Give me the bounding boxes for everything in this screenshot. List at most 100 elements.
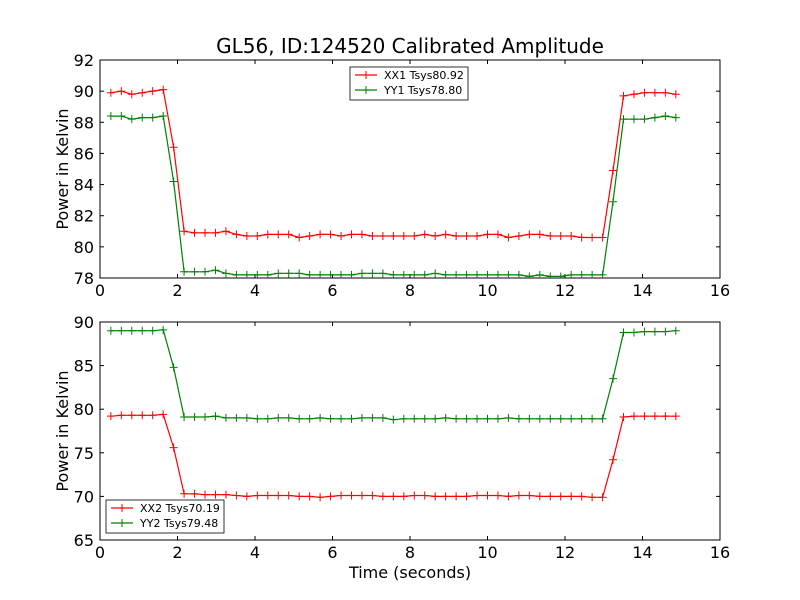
data-point — [378, 413, 387, 422]
data-point — [253, 231, 262, 240]
series-1 — [106, 85, 680, 242]
legend-label: YY1 Tsys78.80 — [383, 84, 462, 97]
data-point — [180, 489, 189, 498]
y-tick-label: 92 — [74, 51, 94, 70]
data-point — [473, 231, 482, 240]
data-point — [127, 411, 136, 420]
legend-marker — [118, 504, 126, 512]
data-point — [661, 112, 670, 121]
y-tick-label: 78 — [74, 269, 94, 288]
data-point — [399, 414, 408, 423]
y-axis-label: Power in Kelvin — [53, 108, 72, 229]
data-point — [169, 363, 178, 372]
x-tick-label: 4 — [250, 543, 260, 562]
y-tick-label: 65 — [74, 531, 94, 550]
data-point — [535, 270, 544, 278]
data-point — [650, 113, 659, 122]
data-point — [326, 270, 335, 278]
data-point — [253, 270, 262, 278]
data-point — [546, 272, 555, 278]
data-point — [546, 492, 555, 501]
y-tick-label: 85 — [74, 357, 94, 376]
data-point — [431, 492, 440, 501]
data-point — [629, 328, 638, 337]
data-point — [148, 113, 157, 122]
data-point — [201, 413, 210, 422]
data-point — [357, 269, 366, 278]
data-point — [619, 91, 628, 100]
data-point — [253, 491, 262, 500]
y-tick-label: 75 — [74, 444, 94, 463]
data-point — [221, 490, 230, 499]
data-point — [514, 270, 523, 278]
x-tick-label: 12 — [555, 543, 575, 562]
data-point — [378, 269, 387, 278]
data-point — [159, 410, 168, 419]
data-point — [263, 491, 272, 500]
x-tick-label: 14 — [632, 281, 652, 300]
data-point — [640, 327, 649, 336]
data-point — [211, 412, 220, 421]
data-point — [232, 230, 241, 239]
x-tick-label: 12 — [555, 281, 575, 300]
data-point — [316, 493, 325, 502]
data-point — [221, 413, 230, 422]
data-point — [117, 326, 126, 335]
data-point — [305, 414, 314, 423]
data-point — [326, 492, 335, 501]
series-1 — [106, 410, 680, 502]
x-tick-label: 8 — [405, 543, 415, 562]
data-point — [305, 231, 314, 240]
data-point — [127, 326, 136, 335]
data-point — [535, 230, 544, 239]
data-point — [609, 455, 618, 464]
data-point — [263, 270, 272, 278]
data-point — [347, 491, 356, 500]
data-point — [316, 270, 325, 278]
data-point — [368, 491, 377, 500]
data-point — [180, 227, 189, 236]
data-point — [577, 492, 586, 501]
data-point — [556, 272, 565, 278]
data-point — [326, 230, 335, 239]
data-point — [221, 227, 230, 236]
data-point — [535, 492, 544, 501]
data-point — [609, 166, 618, 175]
data-point — [661, 88, 670, 97]
data-point — [347, 414, 356, 423]
data-point — [201, 490, 210, 499]
data-point — [211, 490, 220, 499]
data-point — [556, 492, 565, 501]
data-point — [420, 414, 429, 423]
data-point — [577, 414, 586, 423]
y-tick-label: 86 — [74, 144, 94, 163]
data-point — [525, 414, 534, 423]
data-point — [148, 411, 157, 420]
data-point — [441, 230, 450, 239]
data-point — [661, 412, 670, 421]
data-point — [337, 270, 346, 278]
data-point — [598, 270, 607, 278]
data-point — [263, 414, 272, 423]
data-point — [640, 115, 649, 124]
data-point — [640, 412, 649, 421]
data-point — [284, 413, 293, 422]
data-point — [441, 270, 450, 278]
data-point — [117, 112, 126, 121]
data-point — [525, 491, 534, 500]
data-point — [389, 270, 398, 278]
data-point — [546, 414, 555, 423]
data-point — [588, 493, 597, 502]
data-point — [274, 230, 283, 239]
data-point — [504, 492, 513, 501]
legend: XX1 Tsys80.92 YY1 Tsys78.80 — [349, 66, 469, 101]
data-point — [483, 491, 492, 500]
data-point — [190, 267, 199, 276]
data-point — [337, 231, 346, 240]
data-point — [619, 115, 628, 124]
data-point — [462, 270, 471, 278]
y-tick-label: 80 — [74, 400, 94, 419]
y-tick-label: 88 — [74, 113, 94, 132]
data-point — [483, 230, 492, 239]
data-point — [253, 414, 262, 423]
